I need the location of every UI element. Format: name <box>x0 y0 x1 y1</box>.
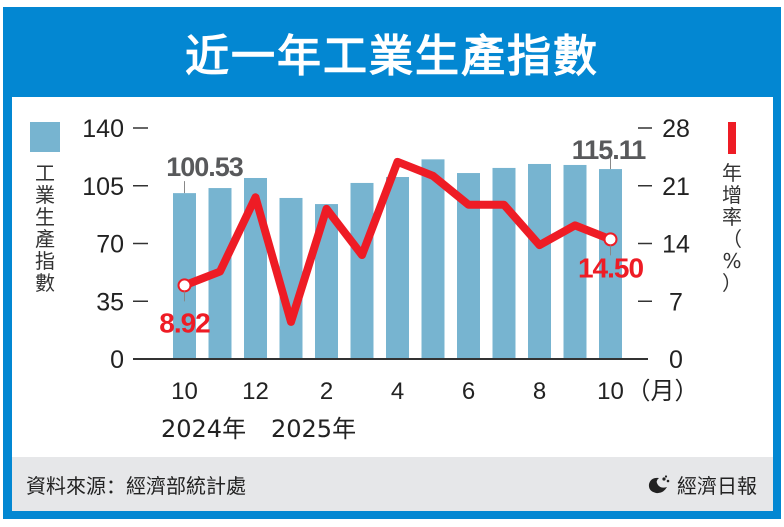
chart-svg: 工業生產指數年增率（%）0357010514007142128100.53115… <box>30 115 742 443</box>
legend-line-label-char: （ <box>722 227 742 251</box>
footer: 資料來源：經濟部統計處 經濟日報 <box>12 457 773 511</box>
x-tick-label: 8 <box>533 378 546 405</box>
annotation-last-line: 14.50 <box>578 252 643 283</box>
growth-rate-line <box>180 157 615 326</box>
source-text: 資料來源：經濟部統計處 <box>26 474 246 498</box>
y-right-tick-label: 21 <box>662 173 690 201</box>
legend-bar-label-char: 工 <box>35 161 55 185</box>
year-label-2025: 2025年 <box>271 415 356 443</box>
brand-logo-icon <box>648 474 670 493</box>
annotation-first-line: 8.92 <box>159 307 210 338</box>
legend-line-label-char: 增 <box>722 183 742 207</box>
chart-title: 近一年工業生產指數 <box>185 31 599 82</box>
bar <box>492 167 516 359</box>
legend-bar-label-char: 業 <box>35 183 55 207</box>
annotation-first-bar: 100.53 <box>166 152 244 182</box>
bar <box>457 173 480 359</box>
annotation-last-bar: 115.11 <box>572 135 647 165</box>
legend-bar-label-char: 產 <box>35 227 55 251</box>
chart-frame: 近一年工業生產指數 工業生產指數年增率（%） 0 35 70 105 140 0 7 14 21 2… <box>3 7 781 519</box>
line-end-marker <box>177 278 192 293</box>
legend-line-label-char: ） <box>722 271 742 295</box>
x-tick-label: 10 <box>171 378 198 405</box>
y-left-tick-label: 0 <box>110 346 124 374</box>
y-left-tick-label: 70 <box>96 231 124 259</box>
x-tick-label: 10 <box>597 378 624 405</box>
y-left-tick-label: 140 <box>82 115 124 143</box>
legend-bar-swatch <box>30 122 60 152</box>
bar <box>386 177 409 359</box>
y-right-tick-label: 28 <box>662 115 690 143</box>
bar <box>563 164 587 359</box>
x-tick-label: 6 <box>462 378 475 405</box>
year-label-2024: 2024年 <box>161 415 246 443</box>
line-end-marker <box>603 232 618 247</box>
legend-bar-label-char: 生 <box>35 205 55 229</box>
x-tick-label: 2 <box>320 378 333 405</box>
bar <box>421 159 445 359</box>
legend-line-label-char: 率 <box>722 205 742 229</box>
bar <box>315 204 338 359</box>
y-right-tick-label: 0 <box>669 346 683 374</box>
brand-name: 經濟日報 <box>677 474 757 498</box>
legend-line-swatch <box>728 122 736 154</box>
brand: 經濟日報 <box>647 470 757 499</box>
y-right-tick-label: 7 <box>669 288 683 316</box>
legend-line-label-char: 年 <box>722 161 742 185</box>
chart-panel: 工業生產指數年增率（%） 0 35 70 105 140 0 7 14 21 28 100.53 115… <box>12 97 773 457</box>
bar <box>279 197 303 359</box>
y-right-tick-label: 14 <box>662 231 690 259</box>
y-left-tick-label: 105 <box>82 173 124 201</box>
bar <box>599 169 622 359</box>
y-left-tick-label: 35 <box>96 288 124 316</box>
x-tick-label: 12 <box>242 378 269 405</box>
bar <box>528 163 551 359</box>
x-tick-label: 4 <box>391 378 404 405</box>
legend-line-label-char: % <box>722 249 741 273</box>
legend-bar-label-char: 指 <box>35 249 55 273</box>
x-axis-unit: （月） <box>627 377 699 405</box>
bar <box>350 182 374 359</box>
bar <box>173 193 196 359</box>
legend-bar-label-char: 數 <box>35 271 55 295</box>
